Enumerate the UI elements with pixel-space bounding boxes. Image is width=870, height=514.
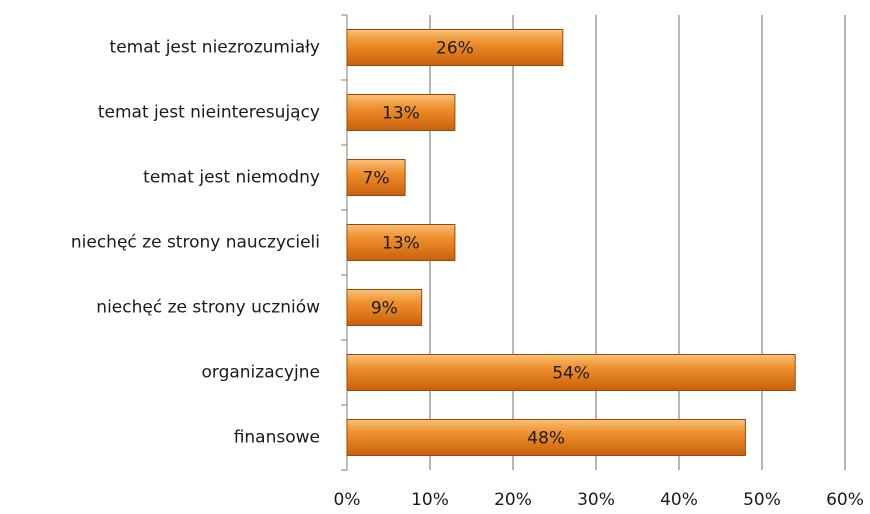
x-tick-label: 30% <box>577 490 615 510</box>
bar <box>346 159 406 196</box>
x-tick-label: 20% <box>494 490 532 510</box>
bar <box>346 354 796 391</box>
y-tick-label: temat jest niezrozumiały <box>110 38 320 58</box>
y-tick-label: niechęć ze strony nauczycieli <box>71 233 320 253</box>
x-tick-label: 10% <box>411 490 449 510</box>
y-tick-label: organizacyjne <box>201 363 320 383</box>
x-tick-label: 0% <box>334 490 361 510</box>
data-label: 54% <box>552 364 590 384</box>
data-label: 26% <box>436 39 474 59</box>
x-tick-label: 60% <box>826 490 864 510</box>
y-tick-label: niechęć ze strony uczniów <box>96 298 320 318</box>
bar <box>346 29 564 66</box>
bar <box>346 94 456 131</box>
x-tick-label: 40% <box>660 490 698 510</box>
bar <box>346 419 746 456</box>
data-label: 9% <box>371 299 398 319</box>
x-tick-label: 50% <box>743 490 781 510</box>
data-label: 13% <box>382 234 420 254</box>
y-tick-label: temat jest nieinteresujący <box>98 103 320 123</box>
data-label: 7% <box>363 169 390 189</box>
bar <box>346 224 456 261</box>
data-label: 48% <box>527 429 565 449</box>
data-label: 13% <box>382 104 420 124</box>
bar <box>346 289 423 326</box>
y-tick-label: temat jest niemodny <box>143 168 320 188</box>
y-tick-label: finansowe <box>234 428 320 448</box>
